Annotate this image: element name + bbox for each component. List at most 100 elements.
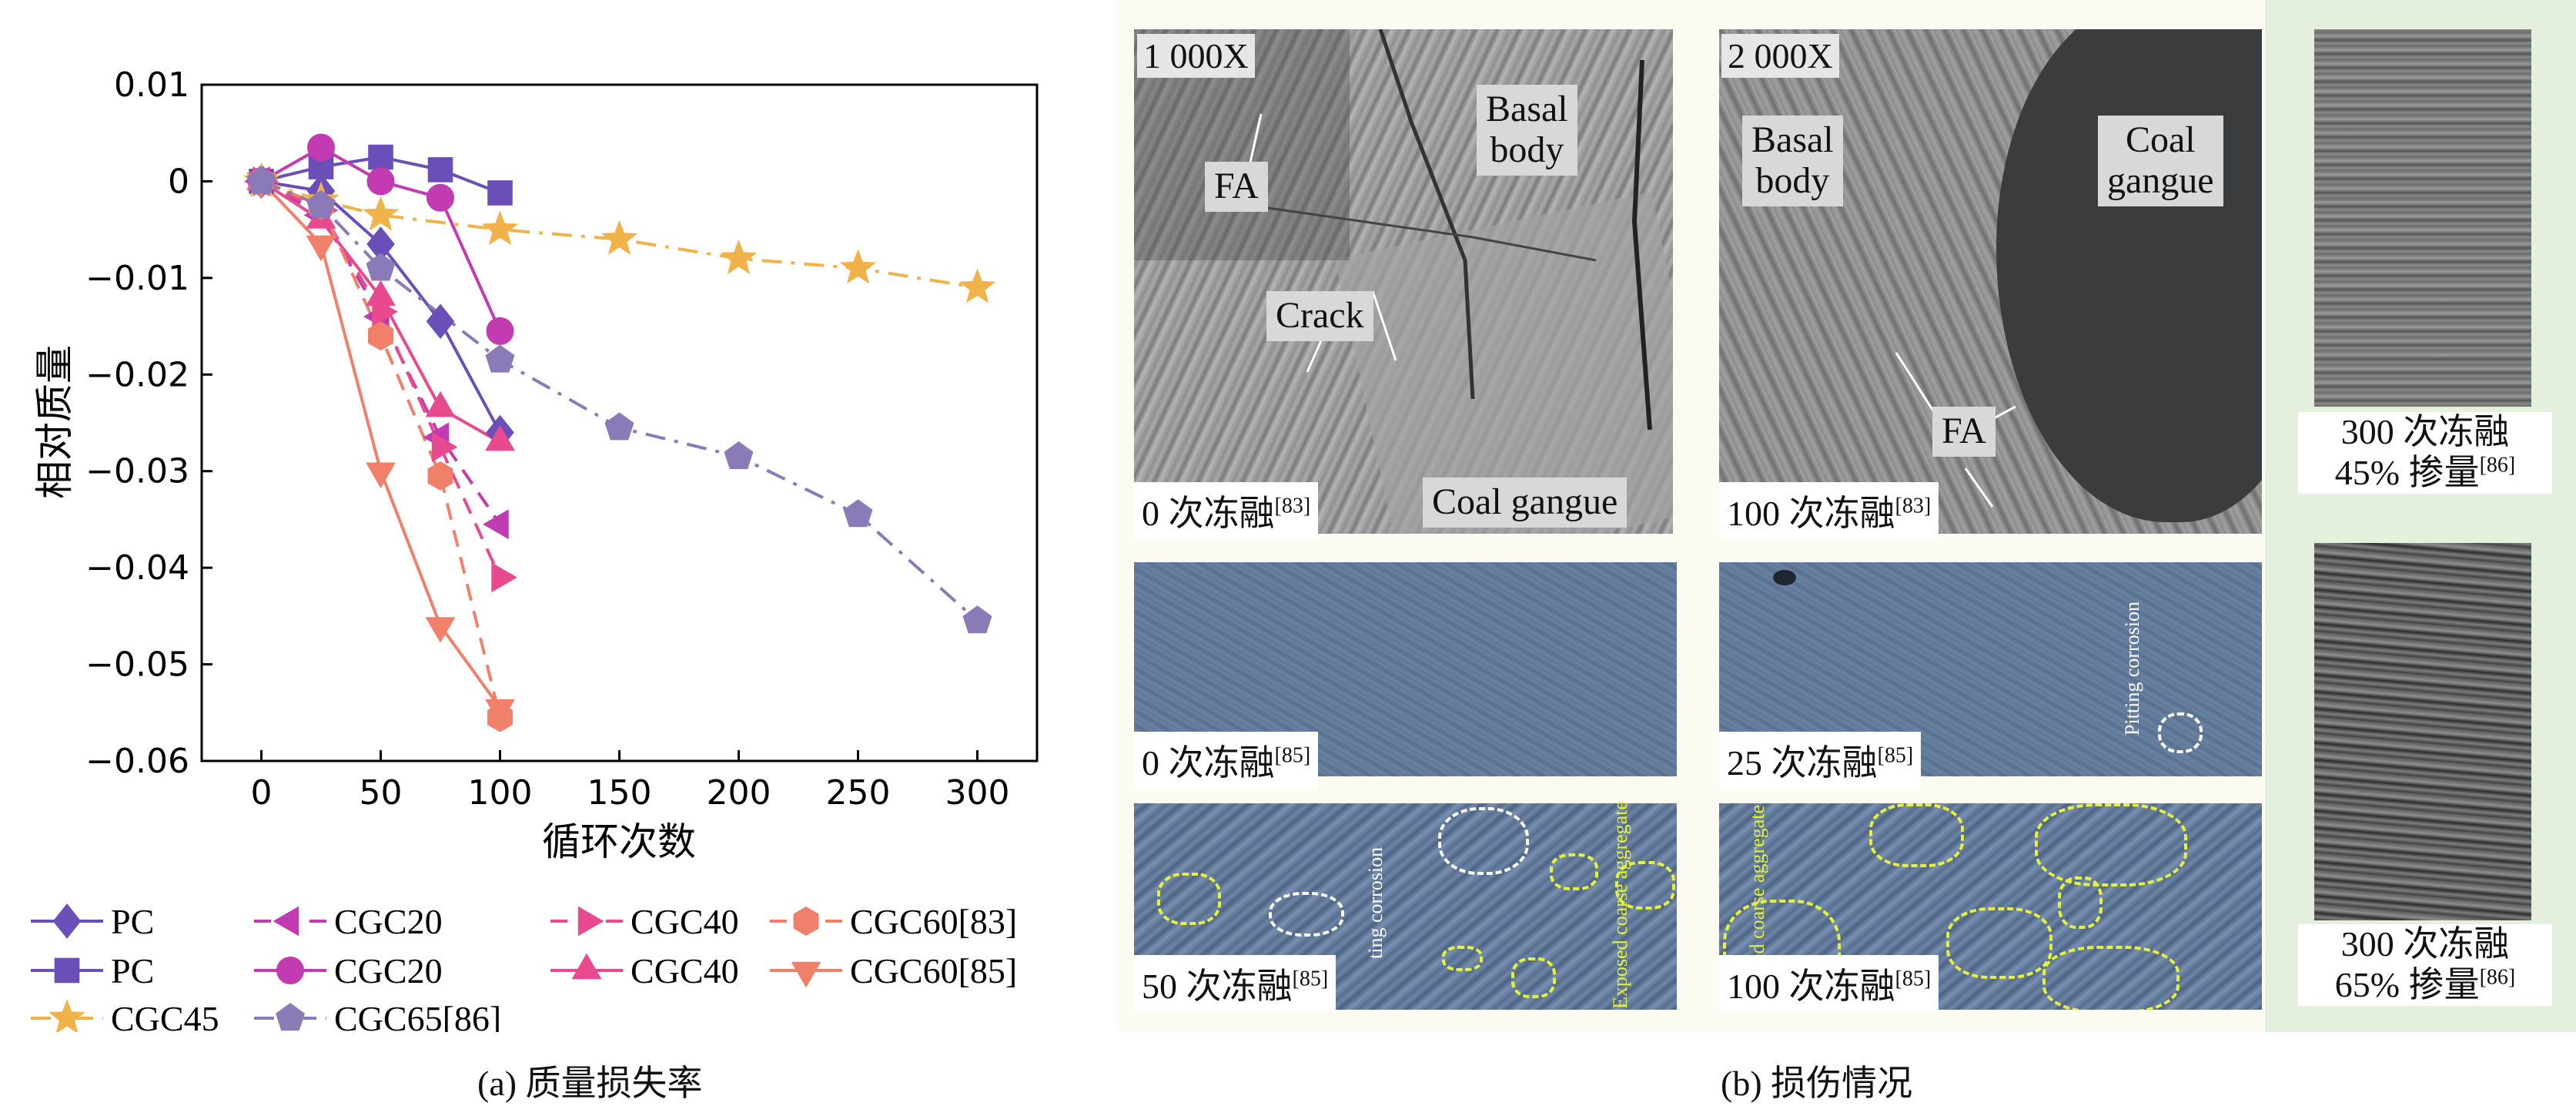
data-point [843, 499, 873, 528]
data-point [426, 303, 455, 340]
data-point [601, 220, 638, 255]
condition-sem-right: 100 次冻融[83] [1719, 482, 1939, 539]
y-axis-label: 相对质量 [32, 345, 77, 499]
label-crack: Crack [1266, 291, 1373, 341]
label-basal-body-left: Basal body [1477, 85, 1577, 176]
series-markers [243, 133, 996, 732]
magnification-label-2000x: 2 000X [1721, 34, 1839, 78]
legend-label: CGC65[86] [334, 999, 501, 1032]
label-coal-gangue-right: Coal gangue [2098, 116, 2223, 206]
x-tick-label: 300 [945, 773, 1010, 813]
data-point [366, 167, 395, 196]
caption-b: (b) 损伤情况 [1721, 1064, 1913, 1103]
y-tick-label: 0 [168, 162, 189, 201]
data-point [720, 239, 758, 274]
series-line-9 [260, 179, 979, 622]
aggregate-outline [1442, 946, 1483, 971]
aggregate-outline [1615, 861, 1675, 910]
sem-image-1000x [1134, 29, 1673, 534]
data-point [958, 268, 996, 303]
legend-label: CGC20 [334, 951, 443, 990]
y-tick-label: −0.05 [85, 645, 189, 685]
aggregate-outline [2035, 803, 2187, 886]
y-tick-label: 0.01 [114, 65, 189, 105]
aggregate-outline [1157, 873, 1221, 925]
data-point [481, 210, 519, 246]
condition-surface-50: 50 次冻融[85] [1134, 955, 1337, 1012]
legend-marker [276, 1003, 305, 1031]
pitting-outline [2158, 712, 2203, 753]
pitting-outline [1438, 807, 1529, 875]
legend-marker [273, 906, 299, 937]
label-coal-gangue-left: Coal gangue [1423, 478, 1628, 528]
data-point [604, 412, 634, 441]
aggregate-outline [1511, 957, 1556, 998]
data-point [425, 617, 456, 643]
legend-label: CGC60[85] [850, 951, 1017, 990]
legend-label: CGC40 [631, 902, 739, 941]
aggregate-outline [1869, 803, 1964, 867]
data-point [839, 249, 877, 284]
condition-sem-left: 0 次冻融[83] [1134, 482, 1319, 539]
x-tick-label: 50 [360, 773, 403, 813]
annotation-exposed-coarse-aggregate: Exposed coarse aggregate [1609, 801, 1631, 1009]
x-tick-label: 0 [251, 773, 273, 813]
x-axis-ticks: 0 50 100 150 200 250 300 [251, 750, 1010, 813]
label-fa-left: FA [1205, 162, 1268, 212]
data-point [368, 321, 393, 351]
legend-label: CGC20 [334, 902, 443, 941]
data-point [724, 441, 754, 470]
pitting-outline [1269, 892, 1344, 937]
data-point [362, 196, 400, 231]
legend-label: PC [111, 951, 154, 990]
magnification-label-1000x: 1 000X [1137, 34, 1255, 78]
legend-marker [791, 961, 821, 988]
caption-a: (a) 质量损失率 [477, 1064, 703, 1103]
data-point [366, 462, 396, 489]
x-tick-label: 150 [587, 773, 652, 813]
x-axis-label: 循环次数 [542, 819, 696, 864]
y-axis-ticks: 0.01 0 −0.01 −0.02 −0.03 −0.04 −0.05 −0.06 [85, 65, 212, 781]
y-tick-label: −0.02 [85, 355, 189, 394]
data-point [368, 144, 393, 170]
data-point [366, 280, 396, 307]
legend-label: PC [111, 902, 154, 941]
legend-marker [571, 953, 602, 980]
mass-loss-chart: 0.01 0 −0.01 −0.02 −0.03 −0.04 −0.05 −0.06 0 50 1… [31, 65, 1039, 1032]
annotation-pitting-corrosion: Pitting corrosion [2121, 601, 2143, 736]
legend-label: CGC45 [111, 999, 219, 1032]
label-fa-right: FA [1932, 407, 1996, 457]
condition-surface-0: 0 次冻融[85] [1134, 732, 1319, 789]
aggregate-outline [1946, 907, 2052, 979]
data-point [483, 509, 509, 540]
data-point [427, 157, 453, 183]
label-basal-body-right: Basal body [1742, 116, 1843, 206]
sem-image-2000x [1719, 29, 2262, 534]
side-image-45-percent [2314, 29, 2531, 407]
y-tick-label: −0.04 [85, 548, 189, 588]
data-point [486, 317, 514, 345]
data-point [491, 562, 517, 593]
side-image-65-percent [2314, 543, 2531, 920]
side-label-45-percent: 300 次冻融 45% 掺量[86] [2298, 412, 2552, 494]
data-point [246, 166, 276, 194]
x-tick-label: 250 [826, 773, 891, 813]
data-point [962, 605, 992, 634]
data-point [366, 253, 396, 281]
legend-marker [54, 957, 80, 984]
legend-marker [49, 999, 85, 1032]
data-point [306, 189, 336, 218]
legend-marker [52, 903, 82, 939]
legend-label: CGC60[83] [850, 902, 1017, 941]
data-point [487, 180, 513, 206]
side-label-65-percent: 300 次冻融 65% 掺量[86] [2298, 924, 2552, 1006]
series-line-4 [260, 179, 502, 578]
aggregate-outline [1550, 853, 1598, 890]
data-point [306, 235, 336, 262]
data-point [427, 461, 453, 491]
aggregate-outline [2042, 946, 2180, 1010]
x-tick-label: 200 [707, 773, 771, 813]
legend-marker [793, 906, 819, 937]
data-point [307, 133, 335, 162]
legend-marker [276, 957, 304, 984]
